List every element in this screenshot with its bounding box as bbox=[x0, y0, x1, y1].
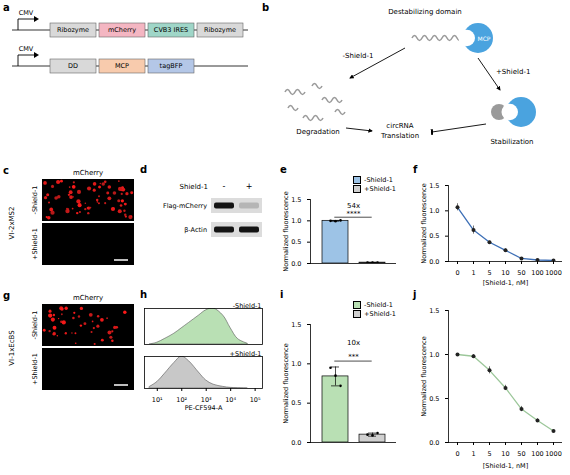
svg-text:10⁴: 10⁴ bbox=[225, 396, 236, 404]
svg-text:CMV: CMV bbox=[19, 9, 34, 17]
svg-text:0.0: 0.0 bbox=[429, 258, 439, 266]
svg-text:h: h bbox=[140, 289, 147, 300]
svg-text:d: d bbox=[140, 164, 147, 175]
svg-text:Flag-mCherry: Flag-mCherry bbox=[163, 202, 207, 210]
svg-text:VI-2xMS2: VI-2xMS2 bbox=[8, 207, 16, 240]
svg-text:0.5: 0.5 bbox=[429, 232, 439, 240]
svg-text:Normalized fluorescence: Normalized fluorescence bbox=[282, 343, 290, 423]
svg-text:mCherry: mCherry bbox=[73, 169, 103, 177]
svg-text:Ribozyme: Ribozyme bbox=[204, 26, 236, 34]
svg-text:54x: 54x bbox=[347, 202, 360, 210]
svg-text:f: f bbox=[413, 164, 418, 175]
svg-text:Normalized fluorescence: Normalized fluorescence bbox=[282, 191, 290, 271]
svg-text:50: 50 bbox=[517, 269, 525, 277]
svg-text:1: 1 bbox=[471, 450, 475, 458]
svg-text:10²: 10² bbox=[176, 396, 188, 405]
svg-text:1: 1 bbox=[471, 269, 475, 277]
svg-text:CVB3 IRES: CVB3 IRES bbox=[154, 26, 188, 34]
svg-text:i: i bbox=[280, 289, 283, 300]
svg-text:e: e bbox=[280, 164, 287, 175]
svg-text:50: 50 bbox=[517, 450, 525, 458]
svg-text:0.0: 0.0 bbox=[291, 439, 301, 447]
svg-text:-Shield-1: -Shield-1 bbox=[31, 186, 39, 215]
svg-text:10¹: 10¹ bbox=[152, 396, 163, 404]
svg-text:0.0: 0.0 bbox=[291, 260, 301, 268]
html-text:+Shield-1: +Shield-1 bbox=[364, 185, 396, 193]
svg-text:Normalized fluorescence: Normalized fluorescence bbox=[420, 336, 428, 416]
svg-text:CMV: CMV bbox=[19, 45, 34, 53]
svg-text:b: b bbox=[262, 2, 269, 13]
svg-text:circRNA: circRNA bbox=[386, 122, 413, 130]
svg-text:10x: 10x bbox=[347, 339, 360, 347]
svg-text:Ribozyme: Ribozyme bbox=[57, 26, 89, 34]
svg-text:+Shield-1: +Shield-1 bbox=[496, 68, 530, 76]
svg-text:10³: 10³ bbox=[200, 396, 212, 405]
svg-text:DD: DD bbox=[68, 62, 78, 70]
svg-text:mCherry: mCherry bbox=[73, 294, 103, 302]
svg-text:-: - bbox=[223, 182, 226, 191]
svg-text:+Shield-1: +Shield-1 bbox=[31, 353, 39, 385]
svg-text:1000: 1000 bbox=[545, 450, 562, 458]
html-text:+Shield-1: +Shield-1 bbox=[364, 310, 396, 318]
svg-text:10⁵: 10⁵ bbox=[250, 396, 261, 404]
svg-text:Normalized fluorescence: Normalized fluorescence bbox=[420, 183, 428, 263]
svg-text:[Shield-1, nM]: [Shield-1, nM] bbox=[483, 279, 528, 287]
svg-text:VI-1xEcBS: VI-1xEcBS bbox=[8, 330, 16, 366]
svg-text:0.0: 0.0 bbox=[429, 439, 439, 447]
svg-text:Stabilization: Stabilization bbox=[490, 138, 533, 146]
svg-text:1.0: 1.0 bbox=[429, 351, 439, 359]
svg-text:[Shield-1, nM]: [Shield-1, nM] bbox=[483, 462, 528, 470]
svg-text:Destabilizing domain: Destabilizing domain bbox=[388, 8, 462, 16]
svg-text:tagBFP: tagBFP bbox=[160, 62, 183, 70]
svg-text:10: 10 bbox=[501, 450, 509, 458]
svg-text:1.5: 1.5 bbox=[291, 321, 301, 329]
svg-text:0: 0 bbox=[455, 450, 459, 458]
svg-text:0.5: 0.5 bbox=[429, 395, 439, 403]
svg-text:-Shield-1: -Shield-1 bbox=[233, 302, 262, 310]
svg-text:1.5: 1.5 bbox=[429, 182, 439, 190]
svg-text:0.5: 0.5 bbox=[291, 238, 301, 246]
svg-text:+Shield-1: +Shield-1 bbox=[31, 228, 39, 260]
svg-text:PE-CF594-A: PE-CF594-A bbox=[185, 404, 223, 412]
svg-text:1.0: 1.0 bbox=[291, 360, 301, 368]
svg-text:1.5: 1.5 bbox=[291, 196, 301, 204]
svg-text:1.0: 1.0 bbox=[429, 207, 439, 215]
svg-text:-Shield-1: -Shield-1 bbox=[342, 52, 373, 60]
svg-text:+: + bbox=[246, 182, 253, 191]
svg-text:j: j bbox=[412, 289, 416, 300]
svg-text:0.5: 0.5 bbox=[291, 399, 301, 407]
svg-text:-Shield-1: -Shield-1 bbox=[31, 311, 39, 340]
svg-text:c: c bbox=[3, 165, 9, 176]
svg-text:Degradation: Degradation bbox=[296, 128, 339, 136]
svg-text:***: *** bbox=[348, 353, 359, 361]
svg-text:β-Actin: β-Actin bbox=[184, 226, 207, 234]
svg-text:Shield-1: Shield-1 bbox=[180, 183, 209, 191]
svg-text:100: 100 bbox=[531, 269, 543, 277]
svg-text:Translation: Translation bbox=[380, 132, 419, 140]
svg-text:1.0: 1.0 bbox=[291, 217, 301, 225]
svg-text:0: 0 bbox=[455, 269, 459, 277]
svg-text:10: 10 bbox=[501, 269, 509, 277]
svg-text:g: g bbox=[3, 290, 10, 301]
svg-text:5: 5 bbox=[487, 269, 491, 277]
svg-text:100: 100 bbox=[531, 450, 543, 458]
svg-text:a: a bbox=[3, 2, 10, 13]
svg-text:+Shield-1: +Shield-1 bbox=[230, 350, 262, 358]
svg-text:1.5: 1.5 bbox=[429, 307, 439, 315]
svg-text:MCP: MCP bbox=[478, 35, 491, 42]
html-text:-Shield-1: -Shield-1 bbox=[364, 301, 393, 309]
svg-text:1000: 1000 bbox=[545, 269, 562, 277]
svg-text:mCherry: mCherry bbox=[108, 26, 136, 34]
svg-text:5: 5 bbox=[487, 450, 491, 458]
html-text:-Shield-1: -Shield-1 bbox=[364, 176, 393, 184]
svg-text:****: **** bbox=[347, 210, 362, 218]
svg-text:MCP: MCP bbox=[115, 62, 129, 70]
